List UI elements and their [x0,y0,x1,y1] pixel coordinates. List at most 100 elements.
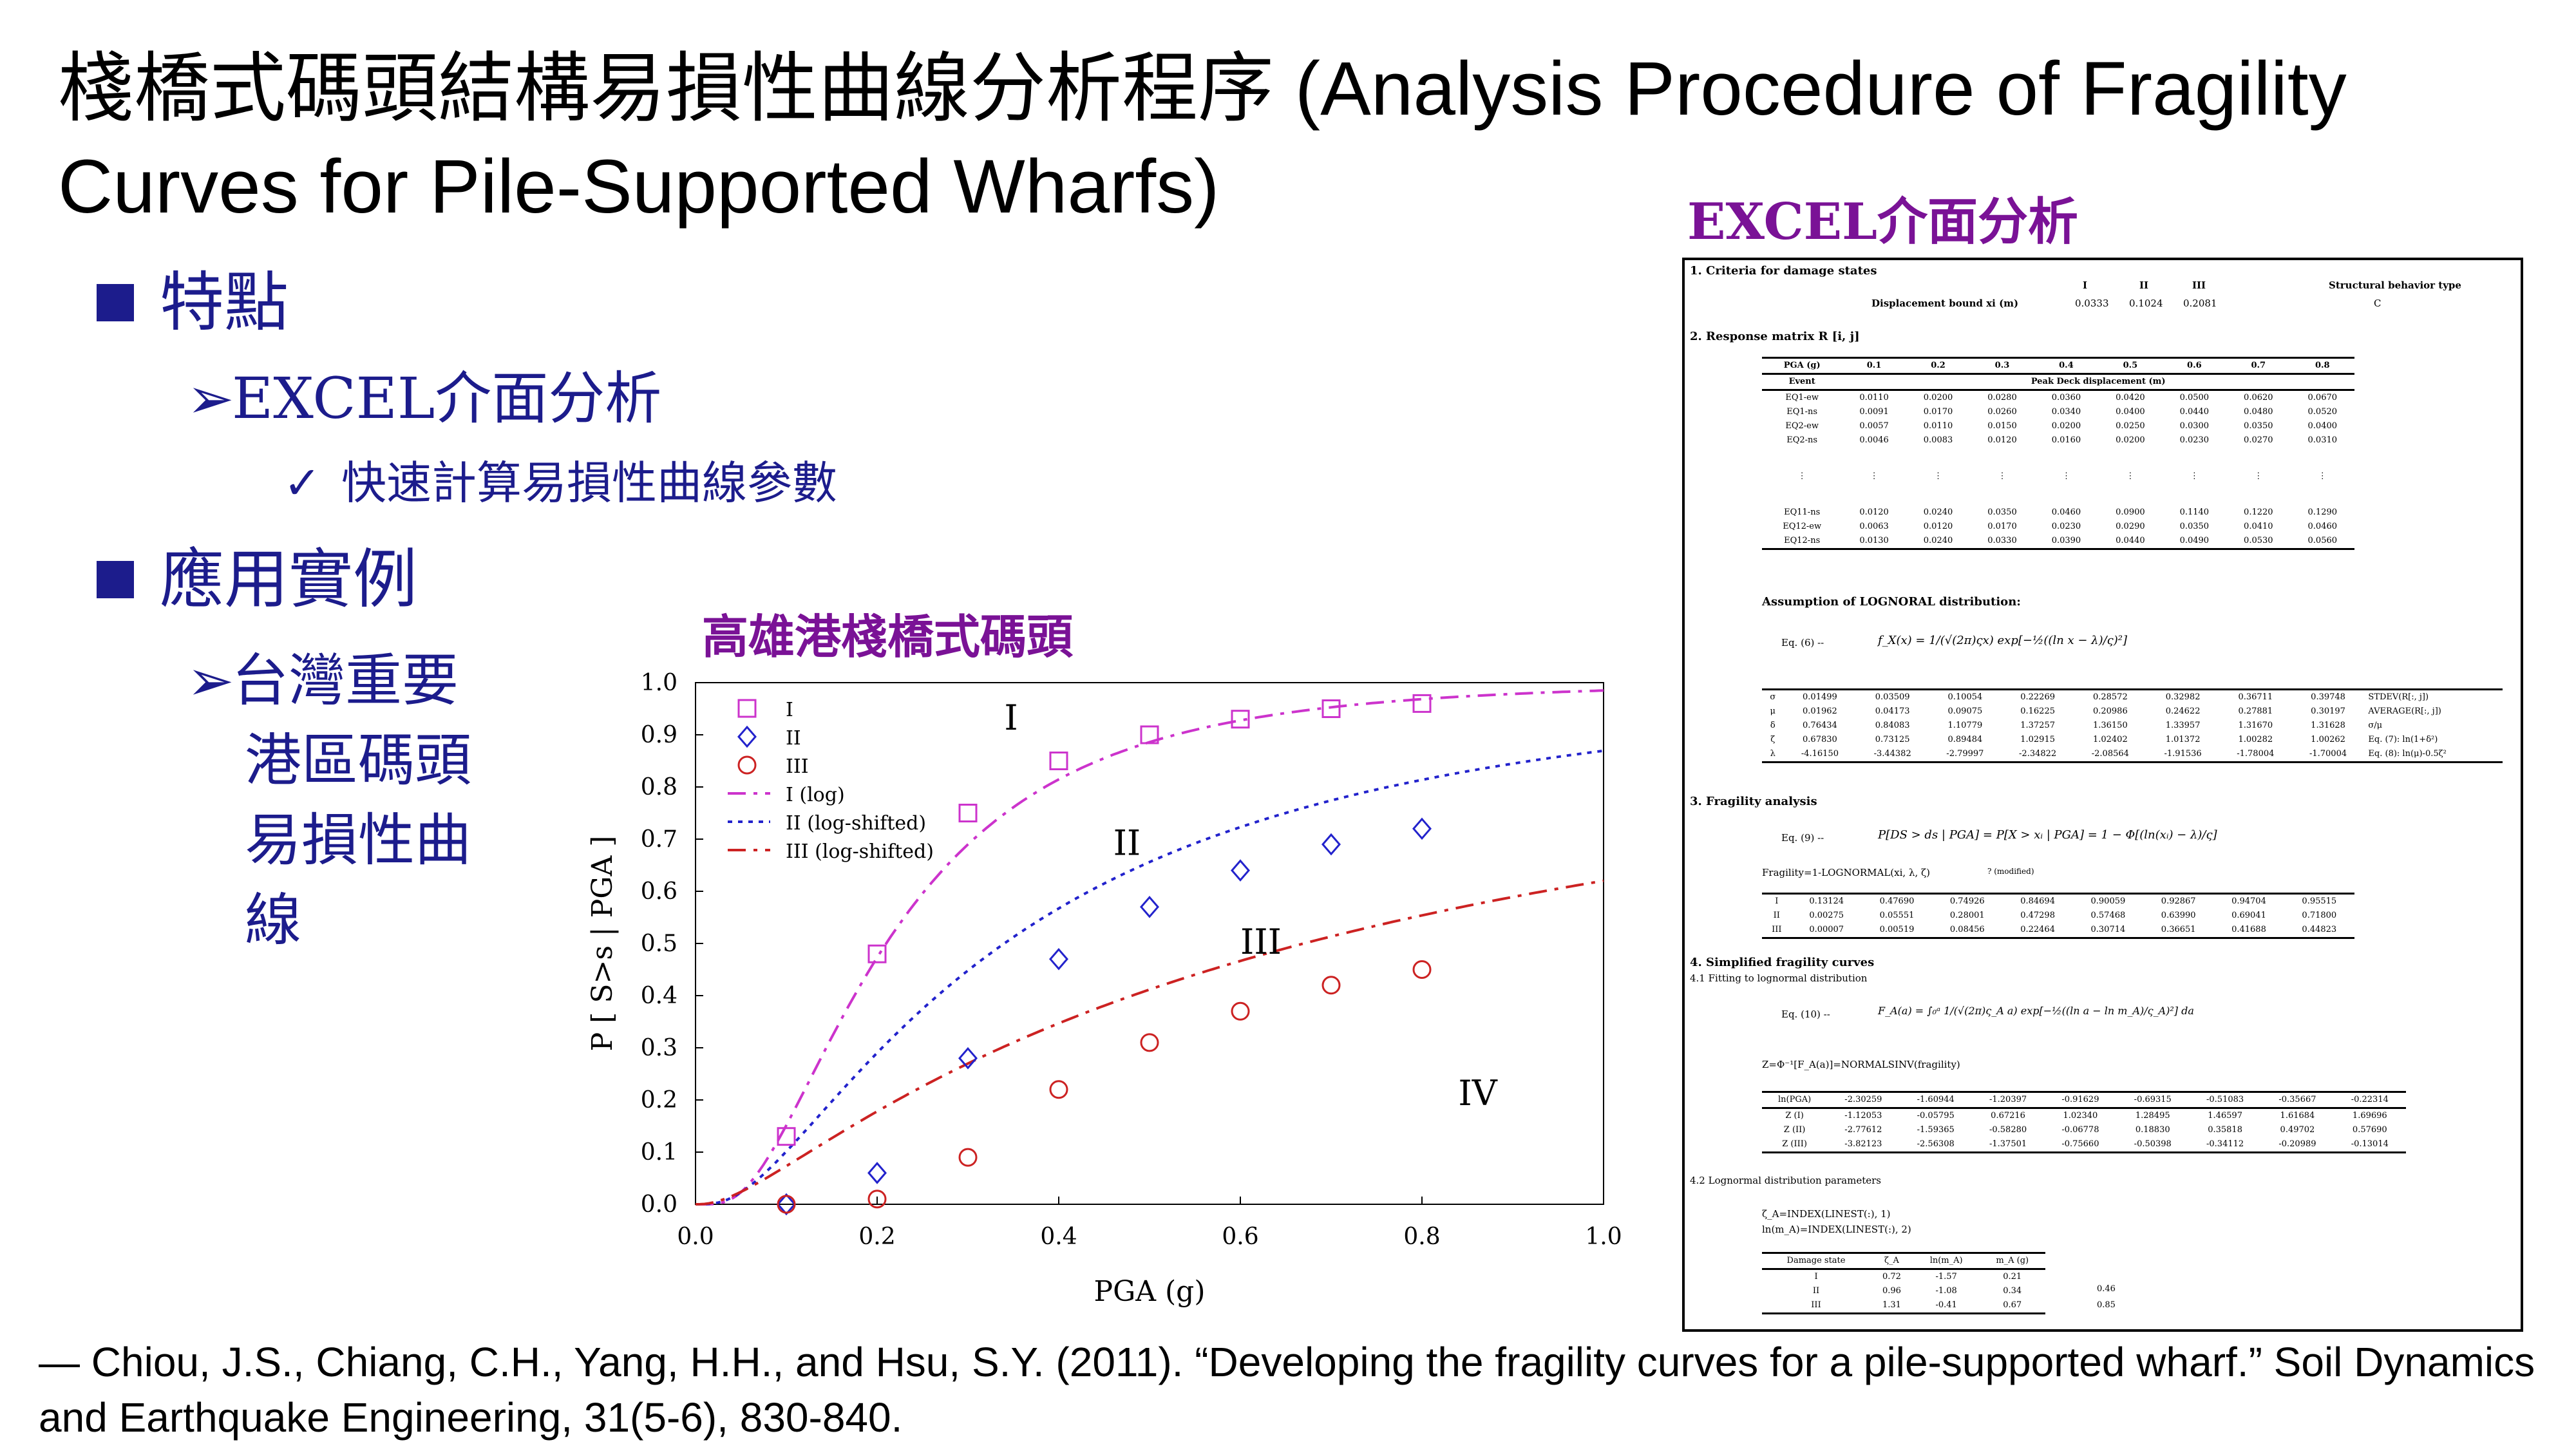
point-series-3 [1231,1001,1250,1021]
stats-row-cell: Eq. (7): ln(1+δ²) [2368,735,2438,744]
eq10-label: Eq. (10) -- [1781,1009,1830,1020]
event-label: Event [1788,377,1815,386]
y-tick-label: 0.8 [641,774,677,800]
point-series-2 [1049,948,1068,971]
legend-label: II (log-shifted) [786,812,926,835]
response-row-cell: 0.0150 [1987,421,2017,431]
stats-row-cell: AVERAGE(R[:, j]) [2368,706,2441,716]
stats-row-cell: 0.67830 [1803,735,1837,744]
y-tick-label: 1.0 [641,670,677,696]
stats-row-cell: 0.84083 [1875,721,1910,730]
response-row-cell: EQ1-ns [1786,407,1818,417]
y-axis-label: P [ S>s | PGA ] [586,836,619,1052]
fragility-row-cell: 0.41688 [2231,925,2266,934]
bullet-applications: 應用實例 [97,541,417,618]
response-row-cell: 0.0046 [1859,435,1889,445]
response-row-cell: 0.0400 [2307,421,2338,431]
response-row-cell: 0.0530 [2244,536,2273,545]
section-response-title: 2. Response matrix R [i, j] [1690,330,1860,343]
bound-I: 0.0333 [2075,298,2109,309]
response-row-cell: 0.0360 [2051,393,2081,402]
bullet-features: 特點 [97,264,289,341]
z-row-cell: -0.75660 [2061,1139,2099,1149]
pga-header-row-cell: 0.7 [2251,361,2266,370]
response-row-cell: 0.0290 [2116,522,2145,531]
response-row-cell: 0.0230 [2179,435,2210,445]
stats-row-cell: 0.76434 [1803,721,1837,730]
point-series-2 [1321,833,1341,856]
param-row-cell: 0.34 [2003,1286,2022,1296]
z-row-cell: -0.22314 [2351,1095,2389,1104]
response-row-cell: 0.0130 [1859,536,1889,545]
z-row-cell: -2.56308 [1917,1139,1955,1149]
square-bullet-icon [97,284,134,322]
response-row: EQ11-ns 0.0120 0.0240 0.0350 0.0460 0.0900 0.1… [1762,506,2354,520]
stats-row-cell: 0.28572 [2092,692,2128,702]
stats-row-cell: 0.24622 [2165,706,2201,716]
stats-row-cell: 0.01962 [1803,706,1837,716]
stats-row-cell: -2.08564 [2091,749,2129,759]
pga-header-row-cell: 0.8 [2315,361,2330,370]
param-row-cell: -1.57 [1935,1272,1957,1282]
stats-row-cell: 1.37257 [2020,721,2055,730]
stats-row-cell: 0.20986 [2092,706,2128,716]
z-row-cell: -0.69315 [2134,1095,2172,1104]
fragility-row-cell: 0.00275 [1809,911,1844,920]
bullet-applications-label: 應用實例 [160,542,417,617]
response-row-cell: ⋮ [1797,471,1806,481]
plot-frame [695,682,1604,1205]
response-row-cell: 0.0420 [2116,393,2145,402]
level-III: III [2192,279,2206,291]
stats-row-cell: 1.00282 [2238,735,2273,744]
z-row-cell: 0.49702 [2280,1125,2315,1135]
z-formula: Z=Φ⁻¹[F_A(a)]=NORMALSINV(fragility) [1762,1059,1960,1070]
stats-row-cell: μ [1770,706,1776,716]
point-series-2 [958,1046,978,1070]
response-row-cell: 0.0520 [2307,407,2338,417]
param-row-cell: -0.41 [1935,1300,1957,1310]
fragility-row-cell: 0.44823 [2302,925,2337,934]
fragility-row-cell: 0.71800 [2302,911,2337,920]
arrow-bullet-icon: ➢ [187,647,234,714]
z-row-cell: -2.30259 [1844,1095,1882,1104]
bound-II: 0.1024 [2129,298,2163,309]
response-row-cell: ⋮ [2190,471,2199,481]
stats-row: μ 0.01962 0.04173 0.09075 0.16225 0.20986 0.24… [1762,705,2503,719]
response-row-cell: ⋮ [2126,471,2135,481]
chart-heading: 高雄港棧橋式碼頭 [702,609,1074,664]
y-tick-label: 0.9 [641,722,677,748]
response-row: ⋮ ⋮ ⋮ ⋮ ⋮ ⋮ ⋮ ⋮ ⋮ [1762,448,2354,506]
stats-row-cell: λ [1770,749,1776,759]
x-tick-label: 1.0 [1585,1224,1622,1250]
x-tick-label: 0.4 [1040,1224,1077,1250]
bullet-taiwan: ➢台灣重要 港區碼頭 易損性曲 線 [187,641,471,960]
z-row-cell: ln(PGA) [1778,1095,1812,1104]
z-row-cell: -0.13014 [2351,1139,2389,1149]
pga-header-row-cell: 0.5 [2123,361,2138,370]
stats-row-cell: 1.36150 [2092,721,2128,730]
region-annotation: IV [1458,1073,1497,1113]
point-series-2 [1231,859,1250,882]
structural-behavior-label: Structural behavior type [2329,279,2461,291]
param-row-cell: 0.72 [1882,1272,1901,1282]
z-row-cell: -1.20397 [1989,1095,2027,1104]
response-row-cell: EQ1-ew [1785,393,1819,402]
legend-label: III [786,755,809,778]
level-I: I [2083,279,2088,291]
fragility-modified-note: ? (modified) [1987,867,2034,876]
stats-row-cell: 1.33957 [2165,721,2201,730]
stats-row: δ 0.76434 0.84083 1.10779 1.37257 1.36150 1.33… [1762,719,2503,733]
z-row-cell: 1.61684 [2280,1111,2315,1121]
fragility-row-cell: 0.74926 [1949,896,1985,906]
param-row-cell: I [1814,1272,1818,1282]
point-series-3 [1321,976,1341,995]
fragility-row-cell: 0.08456 [1949,925,1985,934]
response-row-cell: 0.0170 [1987,522,2017,531]
stats-row-cell: 0.73125 [1875,735,1910,744]
fragility-row: II 0.00275 0.05551 0.28001 0.47298 0.57468 0.6… [1762,909,2354,923]
response-row: EQ2-ns 0.0046 0.0083 0.0120 0.0160 0.0200 0.02… [1762,433,2354,448]
response-row-cell: 0.0410 [2244,522,2273,531]
fragility-row-cell: 0.63990 [2161,911,2196,920]
stats-row-cell: ζ [1770,735,1776,744]
z-row: ln(PGA) -2.30259 -1.60944 -1.20397 -0.91629 -… [1762,1092,2406,1108]
